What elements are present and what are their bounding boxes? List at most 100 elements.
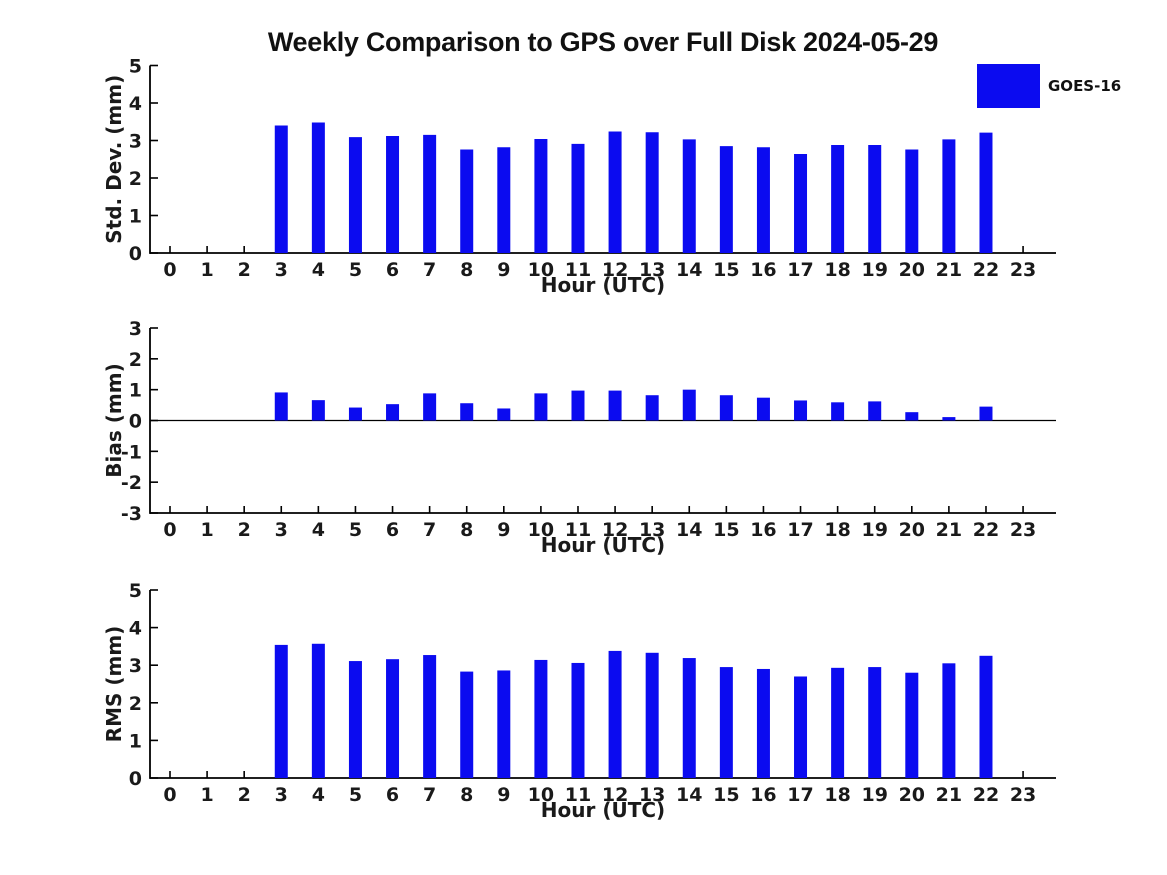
bar-bias-h7 bbox=[423, 393, 437, 421]
x-tick-label: 6 bbox=[386, 259, 399, 281]
y-tick-label: 0 bbox=[129, 243, 142, 265]
x-tick-label: 14 bbox=[676, 784, 702, 806]
x-tick-label: 7 bbox=[423, 259, 436, 281]
x-tick-label: 13 bbox=[639, 259, 665, 281]
x-tick-label: 5 bbox=[349, 519, 362, 541]
stddev-chart-svg: 0 1 2 3 4 5 6 7 8 9 10 11 12 13 14 15 16 17 18 19 20 21 22 2301… bbox=[102, 56, 1056, 297]
x-tick-label: 13 bbox=[639, 519, 665, 541]
x-tick-label: 15 bbox=[713, 259, 739, 281]
x-tick-label: 12 bbox=[602, 784, 628, 806]
bar-rms-h4 bbox=[311, 643, 325, 778]
x-tick-label: 22 bbox=[973, 519, 999, 541]
y-tick-label: -2 bbox=[121, 472, 142, 494]
bar-rms-h15 bbox=[719, 667, 733, 778]
bar-bias-h22 bbox=[979, 406, 993, 421]
bar-std-dev-h14 bbox=[682, 139, 696, 253]
bar-bias-h15 bbox=[719, 395, 733, 421]
bar-bias-h8 bbox=[460, 403, 474, 421]
bar-bias-h14 bbox=[682, 389, 696, 421]
bar-bias-h4 bbox=[311, 400, 325, 421]
bar-rms-h20 bbox=[905, 672, 919, 778]
x-tick-label: 15 bbox=[713, 784, 739, 806]
bar-rms-h3 bbox=[274, 644, 288, 778]
x-tick-label: 3 bbox=[275, 259, 288, 281]
x-tick-label: 2 bbox=[238, 784, 251, 806]
bar-bias-h18 bbox=[831, 402, 845, 421]
bar-bias-h21 bbox=[942, 417, 956, 421]
x-tick-label: 0 bbox=[163, 784, 176, 806]
y-tick-label: 3 bbox=[129, 131, 142, 153]
bar-rms-h16 bbox=[756, 668, 770, 778]
bar-std-dev-h18 bbox=[831, 145, 845, 253]
y-tick-label: 5 bbox=[129, 580, 142, 602]
x-tick-label: 0 bbox=[163, 519, 176, 541]
x-tick-label: 18 bbox=[824, 519, 850, 541]
legend-swatch-goes16 bbox=[977, 64, 1040, 108]
y-axis-label: Bias (mm) bbox=[102, 363, 126, 477]
x-tick-label: 12 bbox=[602, 519, 628, 541]
x-tick-label: 19 bbox=[861, 259, 887, 281]
x-tick-label: 8 bbox=[460, 784, 473, 806]
bar-std-dev-h19 bbox=[868, 145, 882, 253]
chart-title: Weekly Comparison to GPS over Full Disk … bbox=[267, 27, 939, 57]
x-tick-label: 4 bbox=[312, 784, 325, 806]
x-tick-label: 9 bbox=[497, 259, 510, 281]
bar-std-dev-h4 bbox=[311, 122, 325, 253]
x-tick-label: 14 bbox=[676, 519, 702, 541]
y-tick-label: 5 bbox=[129, 56, 142, 78]
legend-label: GOES-16 bbox=[1048, 77, 1122, 95]
x-axis-label: Hour (UTC) bbox=[541, 273, 665, 297]
x-tick-label: 10 bbox=[528, 259, 554, 281]
rms-chart: 0 1 2 3 4 5 6 7 8 9 10 11 12 13 14 15 16 17 18 19 20 21 22 23 0 1… bbox=[0, 575, 1167, 830]
x-axis-label: Hour (UTC) bbox=[541, 798, 665, 822]
bar-rms-h8 bbox=[460, 671, 474, 778]
y-tick-label: 0 bbox=[129, 411, 142, 433]
bar-bias-h6 bbox=[386, 404, 400, 421]
y-axis-label: RMS (mm) bbox=[102, 626, 126, 743]
bar-std-dev-h11 bbox=[571, 143, 585, 253]
x-tick-label: 21 bbox=[936, 259, 962, 281]
bar-bias-h10 bbox=[534, 393, 548, 421]
bias-chart-svg: 0 1 2 3 4 5 6 7 8 9 10 11 12 13 14 15 16 17 18 19 20 21 22 23-3… bbox=[102, 318, 1056, 557]
y-tick-label: 4 bbox=[129, 93, 142, 115]
bar-bias-h9 bbox=[497, 408, 511, 421]
y-tick-label: 2 bbox=[129, 168, 142, 190]
x-tick-label: 15 bbox=[713, 519, 739, 541]
x-tick-label: 9 bbox=[497, 519, 510, 541]
x-tick-label: 10 bbox=[528, 784, 554, 806]
bar-std-dev-h6 bbox=[386, 136, 400, 253]
y-tick-label: 3 bbox=[129, 318, 142, 340]
bar-bias-h13 bbox=[645, 395, 659, 421]
x-tick-label: 18 bbox=[824, 259, 850, 281]
x-tick-label: 18 bbox=[824, 784, 850, 806]
bar-std-dev-h22 bbox=[979, 132, 993, 253]
bar-std-dev-h13 bbox=[645, 132, 659, 253]
y-tick-label: 2 bbox=[129, 349, 142, 371]
y-tick-label: -3 bbox=[121, 503, 142, 525]
x-tick-label: 19 bbox=[861, 784, 887, 806]
x-tick-label: 2 bbox=[238, 259, 251, 281]
x-tick-label: 9 bbox=[497, 784, 510, 806]
x-tick-label: 21 bbox=[936, 519, 962, 541]
x-tick-label: 0 bbox=[163, 259, 176, 281]
x-tick-label: 1 bbox=[200, 259, 213, 281]
x-tick-label: 17 bbox=[787, 259, 813, 281]
bar-rms-h17 bbox=[794, 676, 808, 778]
x-tick-label: 16 bbox=[750, 519, 776, 541]
bar-std-dev-h7 bbox=[423, 134, 437, 253]
x-tick-label: 23 bbox=[1010, 259, 1036, 281]
bar-std-dev-h15 bbox=[719, 146, 733, 253]
y-tick-label: 4 bbox=[129, 618, 142, 640]
x-tick-label: 11 bbox=[565, 259, 591, 281]
x-tick-label: 22 bbox=[973, 259, 999, 281]
bar-rms-h13 bbox=[645, 652, 659, 778]
x-tick-label: 23 bbox=[1010, 519, 1036, 541]
x-tick-label: 23 bbox=[1010, 784, 1036, 806]
x-tick-label: 7 bbox=[423, 784, 436, 806]
bar-bias-h16 bbox=[756, 397, 770, 421]
y-tick-label: -1 bbox=[121, 441, 142, 463]
bar-rms-h10 bbox=[534, 659, 548, 778]
y-tick-label: 0 bbox=[129, 768, 142, 790]
x-tick-label: 17 bbox=[787, 519, 813, 541]
bias-chart: 0 1 2 3 4 5 6 7 8 9 10 11 12 13 14 15 16 17 18 19 20 21 22 23 -3… bbox=[0, 310, 1167, 565]
